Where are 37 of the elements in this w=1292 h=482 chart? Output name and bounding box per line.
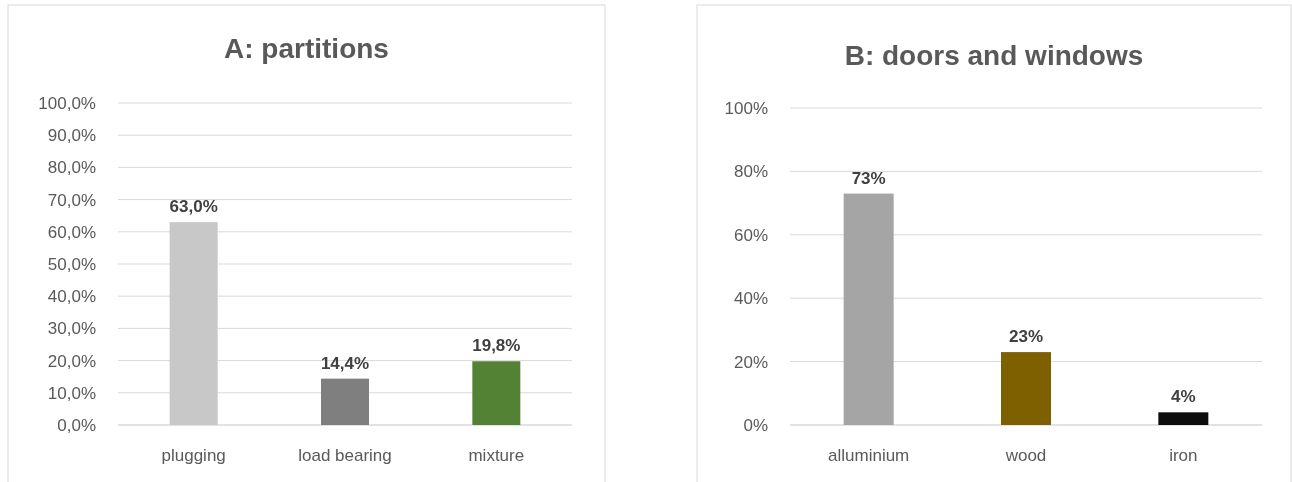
y-tick-label: 30,0%	[47, 319, 96, 339]
data-label: 23%	[1008, 327, 1044, 347]
bar	[472, 361, 521, 425]
bar	[1001, 352, 1051, 425]
y-tick-label: 10,0%	[47, 383, 96, 403]
y-tick-label: 0,0%	[57, 415, 96, 435]
bar	[843, 193, 894, 425]
y-tick-label: 40,0%	[47, 287, 96, 307]
bar	[1158, 412, 1209, 425]
chart-title: B: doors and windows	[844, 40, 1144, 71]
y-tick-label: 50,0%	[47, 254, 96, 274]
x-tick-label: iron	[1169, 446, 1198, 465]
chart-title: A: partitions	[224, 33, 389, 64]
x-tick-label: load bearing	[298, 446, 392, 465]
y-tick-label: 60%	[733, 225, 768, 245]
y-tick-label: 80%	[733, 162, 768, 182]
y-tick-label: 100%	[724, 98, 768, 118]
x-tick-label: mixture	[468, 446, 525, 465]
y-tick-label: 80,0%	[47, 158, 96, 178]
data-label: 14,4%	[320, 353, 370, 373]
bar	[169, 222, 218, 425]
data-label: 4%	[1171, 387, 1196, 407]
y-tick-label: 20,0%	[47, 351, 96, 371]
y-tick-label: 100,0%	[38, 93, 96, 113]
x-tick-label: alluminium	[828, 446, 910, 465]
data-label: 63,0%	[169, 197, 218, 217]
y-tick-label: 40%	[733, 289, 768, 309]
x-tick-label: wood	[1004, 446, 1047, 465]
y-tick-label: 0%	[743, 415, 768, 435]
x-tick-label: plugging	[161, 446, 226, 465]
y-tick-label: 90,0%	[47, 126, 96, 146]
bar	[321, 378, 369, 425]
y-tick-label: 60,0%	[47, 222, 96, 242]
data-label: 19,8%	[472, 336, 521, 356]
y-tick-label: 70,0%	[47, 190, 96, 210]
data-label: 73%	[851, 168, 886, 188]
y-tick-label: 20%	[733, 352, 768, 372]
